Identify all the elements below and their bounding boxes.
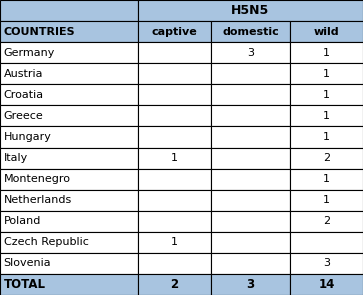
Bar — [0, 84, 138, 105]
Bar — [211, 253, 290, 274]
Bar — [138, 211, 211, 232]
Text: Croatia: Croatia — [4, 90, 44, 100]
Text: Austria: Austria — [4, 69, 43, 79]
Bar — [0, 168, 138, 190]
Bar — [0, 42, 138, 63]
Bar — [211, 274, 290, 295]
Text: 1: 1 — [171, 153, 178, 163]
Text: Hungary: Hungary — [4, 132, 52, 142]
Bar — [211, 63, 290, 84]
Bar — [138, 274, 211, 295]
Text: 1: 1 — [323, 69, 330, 79]
Text: Italy: Italy — [4, 153, 28, 163]
Bar — [290, 148, 363, 168]
Bar — [138, 253, 211, 274]
Bar — [211, 127, 290, 148]
Text: 2: 2 — [323, 216, 330, 226]
Text: Montenegro: Montenegro — [4, 174, 71, 184]
Bar — [0, 127, 138, 148]
Bar — [0, 148, 138, 168]
Bar — [290, 211, 363, 232]
Bar — [138, 190, 211, 211]
Bar — [290, 253, 363, 274]
Text: 1: 1 — [171, 237, 178, 247]
Bar — [290, 21, 363, 42]
Bar — [0, 105, 138, 127]
Text: 2: 2 — [323, 153, 330, 163]
Text: captive: captive — [151, 27, 197, 37]
Bar — [138, 105, 211, 127]
Bar — [0, 21, 138, 42]
Bar — [138, 168, 211, 190]
Text: domestic: domestic — [222, 27, 279, 37]
Text: 2: 2 — [170, 278, 178, 291]
Text: Czech Republic: Czech Republic — [4, 237, 89, 247]
Bar — [290, 105, 363, 127]
Bar — [290, 232, 363, 253]
Bar — [138, 0, 363, 21]
Bar — [290, 84, 363, 105]
Bar — [211, 42, 290, 63]
Bar — [138, 63, 211, 84]
Bar — [138, 148, 211, 168]
Bar — [0, 190, 138, 211]
Text: Netherlands: Netherlands — [4, 195, 72, 205]
Bar — [138, 21, 211, 42]
Text: 3: 3 — [246, 278, 254, 291]
Text: 3: 3 — [247, 48, 254, 58]
Bar — [290, 168, 363, 190]
Text: 1: 1 — [323, 132, 330, 142]
Bar — [211, 148, 290, 168]
Text: 14: 14 — [318, 278, 335, 291]
Bar — [290, 274, 363, 295]
Text: 1: 1 — [323, 195, 330, 205]
Text: 1: 1 — [323, 174, 330, 184]
Text: Poland: Poland — [4, 216, 41, 226]
Bar — [138, 232, 211, 253]
Bar — [290, 42, 363, 63]
Text: COUNTRIES: COUNTRIES — [4, 27, 75, 37]
Bar — [290, 63, 363, 84]
Bar — [0, 274, 138, 295]
Bar — [211, 211, 290, 232]
Bar — [0, 63, 138, 84]
Bar — [211, 84, 290, 105]
Bar — [0, 253, 138, 274]
Text: 3: 3 — [323, 258, 330, 268]
Text: 1: 1 — [323, 111, 330, 121]
Bar — [211, 168, 290, 190]
Text: Slovenia: Slovenia — [4, 258, 51, 268]
Bar — [211, 190, 290, 211]
Text: TOTAL: TOTAL — [4, 278, 46, 291]
Bar — [138, 127, 211, 148]
Bar — [138, 84, 211, 105]
Text: 1: 1 — [323, 48, 330, 58]
Bar — [211, 21, 290, 42]
Bar — [290, 127, 363, 148]
Bar — [290, 190, 363, 211]
Bar — [0, 0, 138, 21]
Text: Greece: Greece — [4, 111, 44, 121]
Text: Germany: Germany — [4, 48, 55, 58]
Bar — [211, 232, 290, 253]
Bar — [0, 232, 138, 253]
Text: H5N5: H5N5 — [231, 4, 270, 17]
Bar — [138, 42, 211, 63]
Text: 1: 1 — [323, 90, 330, 100]
Bar — [211, 105, 290, 127]
Bar — [0, 211, 138, 232]
Text: wild: wild — [314, 27, 339, 37]
